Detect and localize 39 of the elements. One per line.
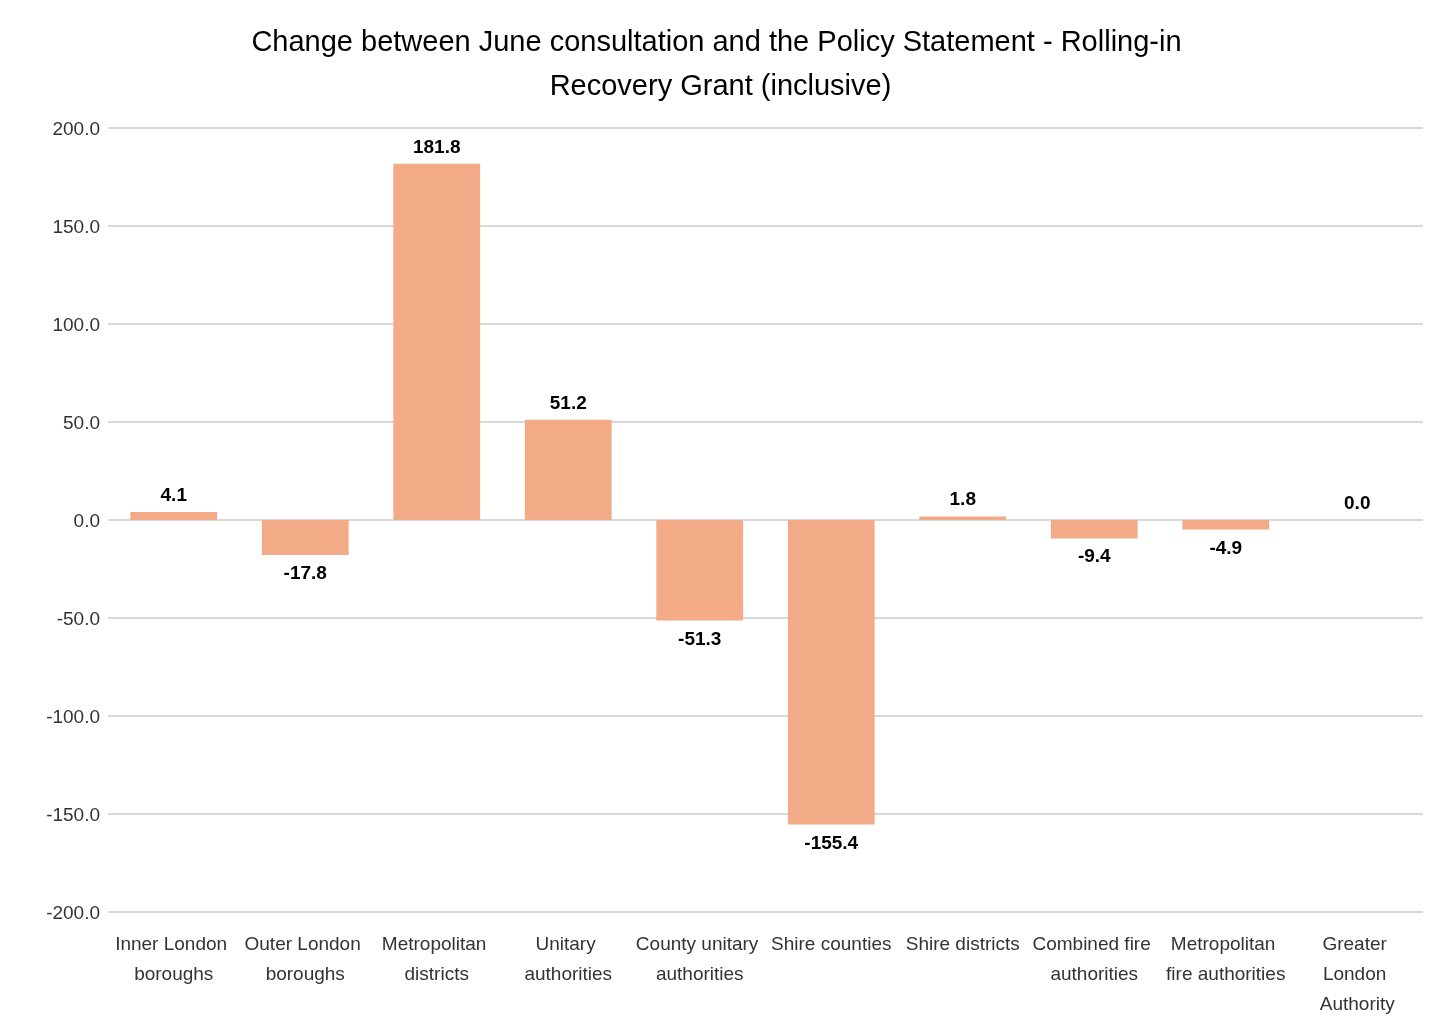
chart-title: Change between June consultation and the Policy Statement - Rolling-in Recovery Grant (inclusive) <box>251 25 1190 101</box>
data-label: 51.2 <box>549 391 587 413</box>
data-label: -17.8 <box>283 561 327 583</box>
y-tick-label: 200.0 <box>52 117 100 139</box>
data-label: -155.4 <box>804 831 859 853</box>
bar <box>1050 520 1138 539</box>
data-label: -4.9 <box>1209 536 1243 558</box>
y-tick-label: -150.0 <box>46 803 100 825</box>
bar <box>524 419 612 520</box>
y-tick-label: 150.0 <box>52 215 100 237</box>
y-tick-label: 100.0 <box>52 313 100 335</box>
x-tick-label: Shire districts <box>905 932 1020 954</box>
x-tick-label: Unitary authorities <box>524 932 613 984</box>
y-tick-label: -50.0 <box>56 607 100 629</box>
bar <box>130 511 218 520</box>
y-tick-label: 50.0 <box>63 411 100 433</box>
data-label: 181.8 <box>412 135 461 157</box>
bar <box>656 520 744 621</box>
x-tick-label: Metropolitan fire authorities <box>1166 932 1286 984</box>
data-label: 4.1 <box>160 483 188 505</box>
x-tick-label: Metropolitan districts <box>381 932 492 984</box>
x-tick-label: Greater London Authority <box>1319 932 1396 1014</box>
bar <box>261 520 349 555</box>
data-label: -9.4 <box>1077 545 1112 567</box>
x-tick-label: Combined fire authorities <box>1032 932 1157 984</box>
x-tick-label: Shire counties <box>771 932 892 954</box>
x-tick-label: Outer London boroughs <box>244 932 366 984</box>
y-tick-label: 0.0 <box>73 509 100 531</box>
y-tick-label: -100.0 <box>46 705 100 727</box>
x-tick-label: Inner London boroughs <box>115 932 233 984</box>
y-tick-label: -200.0 <box>46 901 100 923</box>
bar <box>1182 520 1270 530</box>
bar <box>919 516 1007 520</box>
bar <box>393 163 481 520</box>
data-label: 0.0 <box>1344 492 1371 513</box>
x-tick-label: County unitary authorities <box>635 932 764 984</box>
data-label: -51.3 <box>678 627 722 649</box>
bar <box>787 520 875 825</box>
data-label: 1.8 <box>949 488 976 510</box>
